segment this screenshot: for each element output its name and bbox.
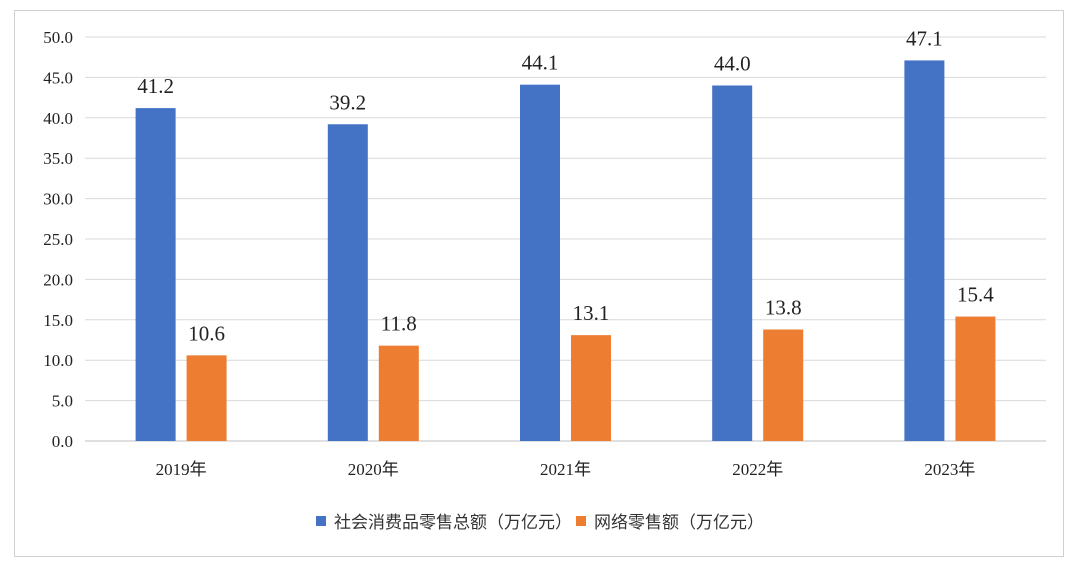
data-label: 13.1	[573, 301, 610, 325]
bar-online-retail	[955, 316, 996, 441]
legend: 社会消费品零售总额（万亿元） 网络零售额（万亿元）	[0, 508, 1080, 533]
bar-online-retail	[763, 329, 804, 441]
data-label: 13.8	[765, 295, 802, 319]
data-label: 47.1	[906, 26, 943, 50]
data-label: 15.4	[957, 283, 994, 307]
bar-online-retail	[186, 355, 227, 441]
y-tick-label: 25.0	[43, 230, 73, 249]
data-label: 39.2	[329, 90, 366, 114]
y-tick-label: 20.0	[43, 270, 73, 289]
x-tick-label: 2022年	[732, 460, 783, 479]
x-tick-label: 2021年	[540, 460, 591, 479]
legend-item-retail-total: 社会消费品零售总额（万亿元）	[316, 508, 572, 533]
legend-swatch-online-retail	[576, 515, 586, 526]
y-tick-label: 5.0	[52, 392, 73, 411]
legend-label-retail-total: 社会消费品零售总额（万亿元）	[334, 513, 572, 533]
y-tick-label: 0.0	[52, 432, 73, 451]
bar-retail-total	[520, 84, 560, 441]
bar-online-retail	[378, 345, 419, 441]
bar-retail-total	[904, 60, 945, 441]
legend-swatch-retail-total	[316, 515, 326, 526]
x-tick-label: 2020年	[348, 460, 399, 479]
bar-retail-total	[135, 108, 176, 441]
y-tick-label: 45.0	[43, 68, 73, 87]
x-tick-label: 2019年	[156, 460, 207, 479]
y-tick-label: 50.0	[43, 28, 73, 47]
x-tick-label: 2023年	[924, 460, 975, 479]
y-tick-label: 30.0	[43, 190, 73, 209]
data-label: 11.8	[381, 312, 417, 336]
data-label: 41.2	[137, 74, 174, 98]
data-label: 10.6	[188, 321, 225, 345]
bar-retail-total	[327, 124, 368, 441]
y-tick-label: 15.0	[43, 311, 73, 330]
y-tick-label: 40.0	[43, 109, 73, 128]
y-tick-label: 35.0	[43, 149, 73, 168]
legend-label-online-retail: 网络零售额（万亿元）	[594, 513, 764, 533]
legend-item-online-retail: 网络零售额（万亿元）	[576, 508, 764, 533]
bar-online-retail	[571, 335, 611, 441]
y-tick-label: 10.0	[43, 351, 73, 370]
bar-retail-total	[712, 85, 753, 441]
data-label: 44.1	[522, 51, 559, 75]
data-label: 44.0	[714, 51, 751, 75]
